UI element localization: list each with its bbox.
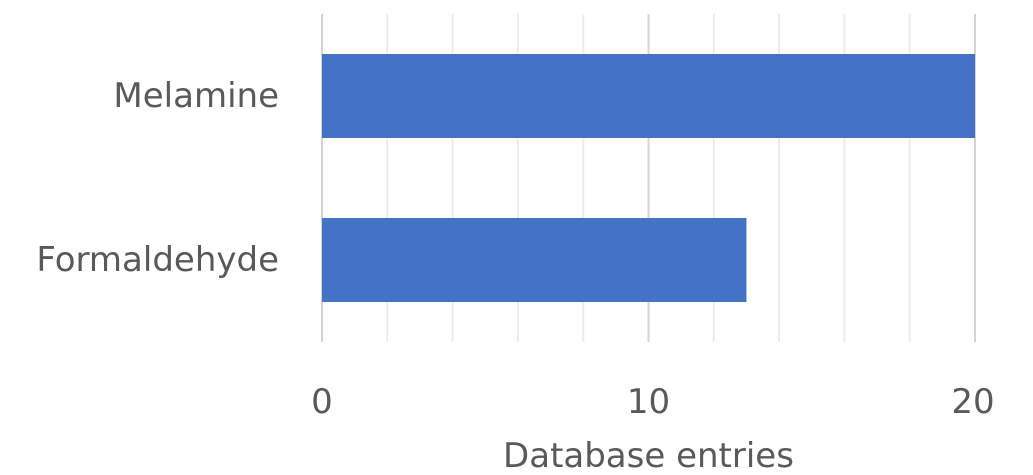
bar-melamine — [322, 54, 975, 138]
x-axis-title: Database entries — [503, 436, 794, 475]
category-label-melamine: Melamine — [113, 76, 279, 116]
x-tick-label-10: 10 — [627, 382, 670, 422]
x-tick-label-0: 0 — [311, 382, 333, 422]
x-tick-label-20: 20 — [951, 382, 994, 422]
bars — [322, 54, 975, 302]
category-label-formaldehyde: Formaldehyde — [36, 240, 279, 280]
category-labels: Melamine Formaldehyde — [36, 76, 279, 280]
x-axis-tick-labels: 0 10 20 — [311, 382, 994, 422]
bar-formaldehyde — [322, 218, 747, 302]
